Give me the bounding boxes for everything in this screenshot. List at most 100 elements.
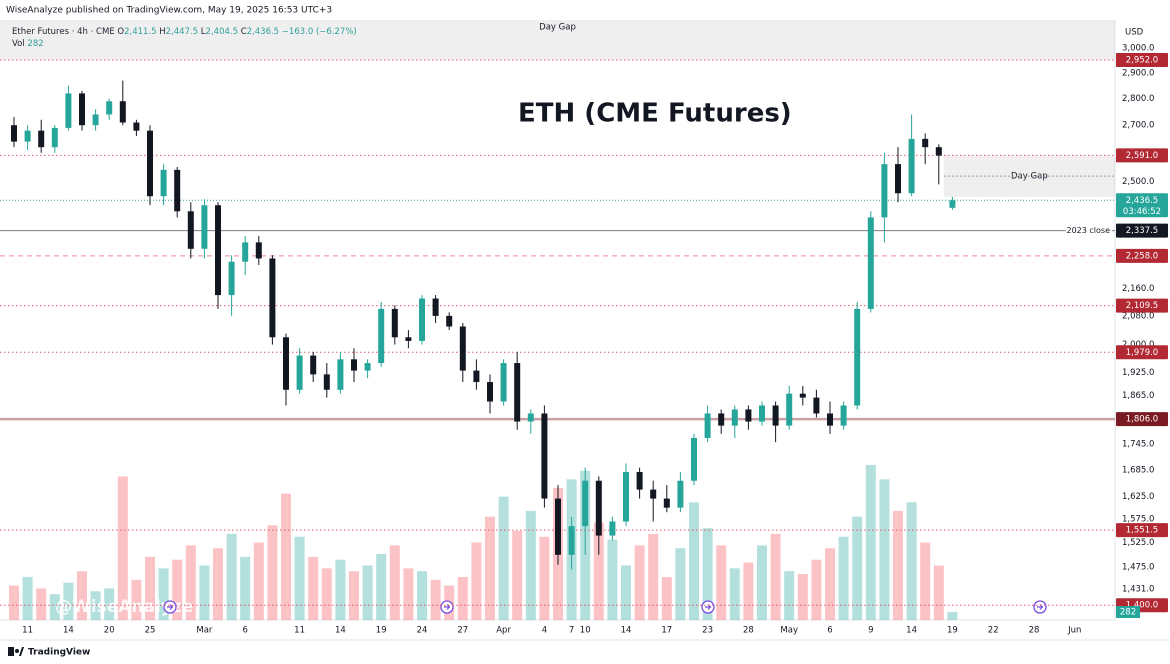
ohlc-value: 2,447.5 [166, 27, 198, 37]
chart-title: ETH (CME Futures) [518, 99, 792, 129]
level-box [1116, 148, 1168, 163]
candle-body [269, 258, 276, 338]
volume-bar [131, 579, 142, 620]
volume-bar [104, 588, 115, 620]
candle-body [473, 370, 480, 383]
volume-bar [498, 496, 509, 620]
level-box [1116, 523, 1168, 538]
event-icon [1033, 600, 1047, 614]
volume-bar [702, 528, 713, 620]
x-tick-label: 14 [335, 626, 346, 636]
level-label: 1,551.5 [1126, 526, 1158, 536]
volume-bar [784, 571, 795, 620]
candle-body [405, 337, 412, 341]
x-tick-label: 19 [947, 626, 958, 636]
volume-box-label: 282 [1120, 608, 1136, 618]
candle-body [174, 169, 181, 212]
candle-body [187, 211, 194, 249]
level-box [1116, 412, 1168, 427]
volume-bar [117, 476, 128, 620]
volume-bar [593, 522, 604, 620]
candle-body [215, 205, 221, 296]
volume-bar [226, 533, 237, 620]
x-tick-label: 6 [827, 626, 832, 636]
y-tick-label: 3,000.0 [1122, 44, 1154, 54]
level-box [1116, 298, 1168, 313]
volume-bar [36, 588, 47, 620]
volume-bar [185, 545, 196, 620]
candle-body [337, 359, 344, 390]
level-label: 2,109.5 [1126, 301, 1158, 311]
candle-body [11, 125, 17, 142]
gap-zone [0, 20, 1115, 60]
candle-body [704, 413, 711, 438]
volume-bar [634, 545, 645, 620]
x-tick-label: 11 [22, 626, 33, 636]
y-tick-label: 1,925.0 [1122, 368, 1154, 378]
x-tick-label: 10 [580, 626, 591, 636]
level-label: 2,258.0 [1126, 251, 1158, 261]
volume-bar [267, 525, 278, 620]
candle-body [500, 363, 507, 402]
candle-body [895, 164, 901, 194]
volume-bar [457, 576, 468, 620]
candle-body [582, 480, 589, 527]
last-price-label: 2,436.5 [1126, 196, 1158, 206]
event-icon [701, 600, 715, 614]
volume-bar [417, 571, 427, 620]
event-icon [440, 600, 454, 614]
volume-bar [321, 568, 332, 620]
volume-bar [335, 559, 346, 620]
candle-body [813, 397, 820, 414]
volume-bar [199, 565, 210, 620]
x-tick-label: 14 [906, 626, 917, 636]
event-icon-arrow [167, 604, 174, 610]
y-tick-label: 1,685.0 [1122, 465, 1154, 475]
y-tick-label: 2,800.0 [1122, 94, 1154, 104]
candle-body [786, 393, 793, 426]
x-tick-label: Jun [1067, 626, 1081, 636]
candle-body [323, 374, 330, 390]
candle-body [51, 127, 58, 148]
volume-bar [485, 516, 495, 620]
volume-legend: Vol 282 [12, 39, 44, 49]
volume-bar [9, 585, 19, 620]
volume-bar [376, 553, 387, 620]
candle-body [351, 359, 357, 371]
y-tick-label: 2,000.0 [1122, 340, 1154, 350]
candle-body [922, 138, 929, 148]
volume-bar [825, 548, 835, 620]
volume-bar [539, 536, 550, 620]
x-tick-label: 11 [294, 626, 305, 636]
volume-bar [22, 576, 33, 620]
candle-body [147, 130, 153, 197]
y-tick-label: 1,745.0 [1122, 440, 1154, 450]
candle-body [364, 363, 371, 371]
y-tick-label: 1,525.0 [1122, 538, 1154, 548]
symbol: Ether Futures · 4h · CME [12, 27, 115, 37]
candle-body [527, 413, 534, 422]
candle-body [881, 164, 888, 218]
volume-box [1116, 606, 1140, 618]
volume-bar [403, 568, 414, 620]
candle-body [827, 413, 833, 426]
countdown: 03:46:52 [1123, 207, 1161, 217]
y-tick-label: 2,080.0 [1122, 311, 1154, 321]
footer: TradingView [28, 648, 90, 658]
volume-bar [757, 545, 767, 620]
volume-bar [512, 531, 523, 620]
event-icon-arrow [444, 604, 451, 610]
x-tick-label: 17 [661, 626, 672, 636]
volume-bar [797, 574, 808, 620]
candle-body [636, 471, 643, 490]
volume-bar [240, 556, 251, 620]
candle-body [908, 138, 915, 194]
volume-bar [675, 548, 686, 620]
candle-body [296, 355, 303, 390]
volume-bar [852, 516, 863, 620]
y-tick-label: 2,500.0 [1122, 177, 1154, 187]
candle-body [242, 242, 249, 262]
candle-body [119, 101, 126, 123]
candle-body [228, 261, 235, 296]
